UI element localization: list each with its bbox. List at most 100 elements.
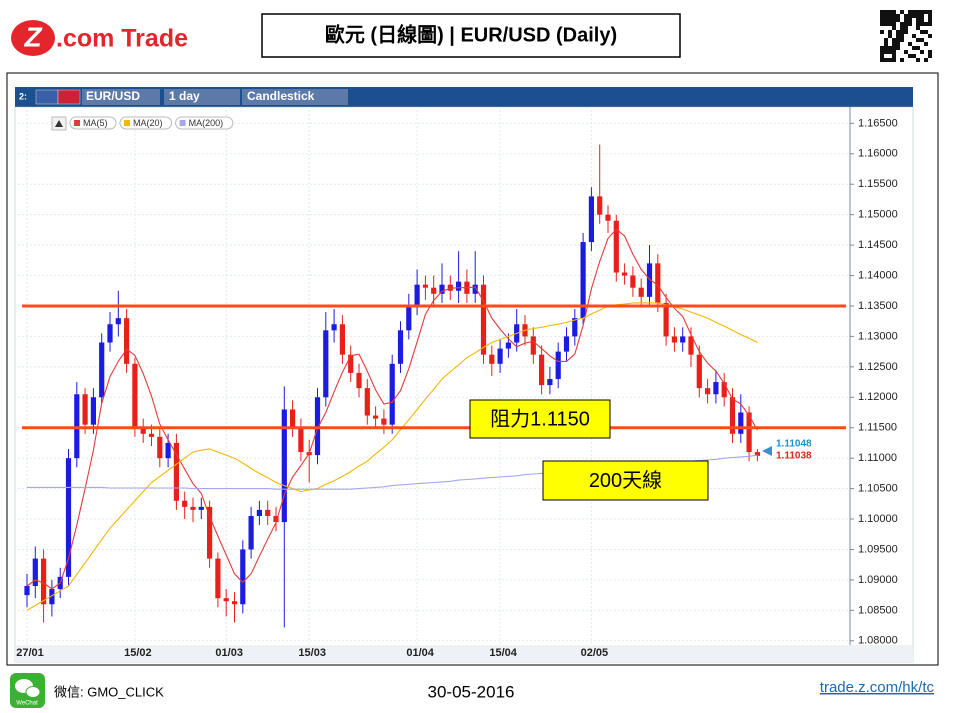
qr-cell [924,58,928,62]
qr-cell [884,18,888,22]
qr-cell [916,46,920,50]
qr-cell [928,34,932,38]
qr-cell [900,58,904,62]
candle-body [231,601,238,605]
candle-body [173,442,179,501]
candle-body [198,506,204,510]
style-button[interactable] [242,89,348,105]
y-tick-label: 1.10500 [858,483,898,495]
candle-body [364,388,370,416]
annotation-box [469,399,611,439]
ma-line [26,228,758,590]
candle-body [314,397,321,456]
qr-cell [928,18,932,22]
qr-cell [892,14,896,18]
flag-us [57,89,81,105]
legend-item [119,116,173,130]
qr-cell [916,26,920,30]
candle-body [140,427,146,434]
chart-style[interactable]: Candlestick [247,89,315,103]
qr-cell [912,46,916,50]
qr-cell [892,10,896,14]
x-tick-label: 01/03 [215,647,243,659]
qr-cell [924,30,928,34]
candle-body [132,363,138,428]
candle-body [256,509,262,516]
legend-label: MA(5) [83,118,108,128]
candle-body [290,409,296,428]
annotation-text: 200天線 [589,469,662,492]
candle-body [41,558,47,605]
legend-item [175,116,234,130]
qr-cell [888,18,892,22]
candle-body [563,336,570,352]
candle-body [373,415,379,419]
candle-body [82,394,88,425]
qr-cell [892,54,896,58]
qr-cell [928,50,932,54]
candle-body [32,558,38,586]
x-tick-label: 15/04 [489,647,517,659]
qr-cell [912,14,916,18]
qr-cell [908,54,912,58]
ma200-last-label: 1.11048 [776,439,812,450]
qr-cell [908,18,912,22]
wechat-icon-label: WeChat [16,701,38,707]
candle-body [240,549,246,605]
candle-body [539,354,545,386]
annotation-text: 阻力1.1150 [490,407,590,430]
candle-body [215,558,221,599]
site-link[interactable]: trade.z.com/hk/tc [820,679,935,696]
candle-body [207,506,213,559]
symbol-button[interactable] [82,89,160,105]
qr-cell [924,42,928,46]
candle-body [356,372,362,389]
qr-cell [880,30,884,34]
y-tick-label: 1.16500 [858,117,898,129]
last-price-marker [762,446,772,456]
chart-title: 歐元 (日線圖) | EUR/USD (Daily) [325,22,617,46]
candle-body [65,458,72,577]
candle-body [24,585,30,596]
candle-body [680,336,686,343]
candle-body [705,388,711,395]
candle-body [497,348,503,364]
qr-cell [896,38,900,42]
qr-cell [920,22,924,26]
candle-body [646,263,653,297]
candle-body [381,418,387,425]
candle-body [339,324,345,355]
y-tick-label: 1.15000 [858,209,898,221]
logo-badge [11,20,55,56]
candle-body [729,397,736,434]
symbol[interactable]: EUR/USD [86,89,140,103]
y-tick-label: 1.08500 [858,604,898,616]
panel-number: 2: [19,91,27,101]
qr-cell [904,30,908,34]
qr-cell [920,30,924,34]
legend-swatch [179,120,186,126]
y-tick-label: 1.11500 [858,422,897,434]
candle-body [547,379,553,386]
candle-body [456,281,462,291]
y-tick-label: 1.10000 [858,513,898,525]
qr-cell [900,10,904,14]
annotation-box [542,460,709,501]
qr-cell [928,10,932,14]
qr-cell [884,22,888,26]
legend-swatch [124,120,130,126]
qr-cell [916,22,920,26]
qr-cell [892,26,896,30]
period[interactable]: 1 day [169,89,200,103]
qr-cell [916,10,920,14]
x-tick-label: 27/01 [16,647,44,659]
qr-cell [900,38,904,42]
qr-cell [892,50,896,54]
period-button[interactable] [164,89,240,105]
candle-body [298,427,304,453]
candle-body [431,287,437,294]
candle-body [124,318,130,364]
qr-cell [912,54,916,58]
y-tick-label: 1.14500 [858,239,898,251]
wechat-bubble [25,686,41,698]
